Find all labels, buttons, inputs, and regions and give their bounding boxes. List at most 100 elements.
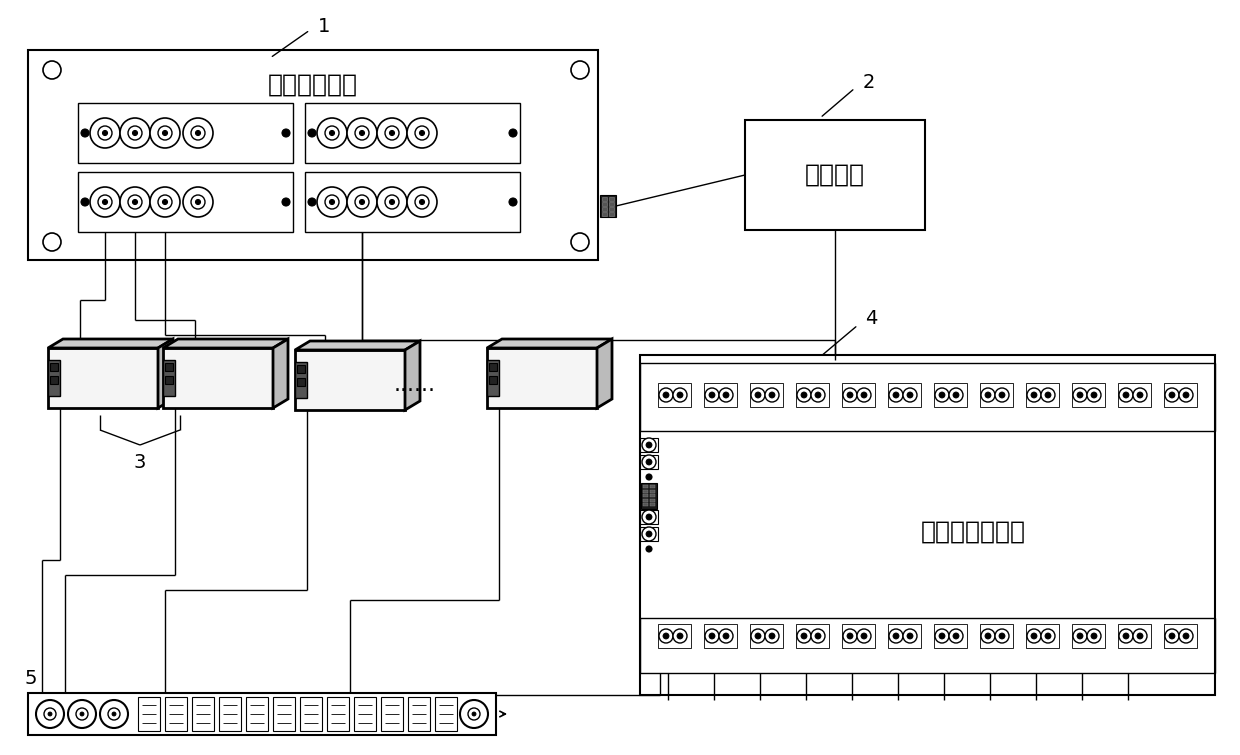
Circle shape bbox=[133, 131, 138, 135]
Circle shape bbox=[347, 187, 377, 217]
Bar bbox=[408, 697, 430, 731]
Circle shape bbox=[1118, 629, 1133, 643]
Circle shape bbox=[1091, 633, 1097, 639]
Circle shape bbox=[1073, 388, 1087, 402]
Bar bbox=[980, 624, 1013, 648]
Bar bbox=[609, 197, 614, 201]
Circle shape bbox=[723, 392, 729, 398]
Bar bbox=[842, 383, 875, 407]
Circle shape bbox=[68, 700, 95, 728]
Bar bbox=[305, 103, 520, 163]
Polygon shape bbox=[273, 339, 288, 408]
Circle shape bbox=[797, 388, 811, 402]
Bar bbox=[29, 50, 598, 260]
Circle shape bbox=[642, 438, 656, 452]
Circle shape bbox=[1183, 633, 1189, 639]
Bar bbox=[78, 103, 293, 163]
Circle shape bbox=[91, 187, 120, 217]
Circle shape bbox=[663, 633, 670, 639]
Circle shape bbox=[1169, 392, 1176, 398]
Circle shape bbox=[360, 131, 365, 135]
Bar bbox=[381, 697, 403, 731]
Circle shape bbox=[1030, 633, 1037, 639]
Circle shape bbox=[1133, 388, 1147, 402]
Circle shape bbox=[663, 392, 670, 398]
Bar bbox=[165, 697, 187, 731]
Circle shape bbox=[893, 392, 899, 398]
Circle shape bbox=[1045, 392, 1052, 398]
Bar bbox=[644, 494, 649, 497]
Circle shape bbox=[801, 633, 807, 639]
Bar bbox=[640, 527, 658, 541]
Circle shape bbox=[1042, 629, 1055, 643]
Bar bbox=[641, 483, 657, 509]
Circle shape bbox=[191, 195, 205, 209]
Circle shape bbox=[508, 198, 517, 206]
Circle shape bbox=[765, 629, 779, 643]
Circle shape bbox=[377, 187, 407, 217]
Circle shape bbox=[954, 392, 959, 398]
Circle shape bbox=[355, 126, 370, 140]
Bar bbox=[750, 383, 782, 407]
Bar bbox=[487, 348, 596, 408]
Circle shape bbox=[419, 199, 424, 205]
Circle shape bbox=[939, 633, 945, 639]
Circle shape bbox=[1045, 633, 1052, 639]
Polygon shape bbox=[487, 339, 613, 348]
Circle shape bbox=[646, 474, 652, 480]
Circle shape bbox=[981, 388, 994, 402]
Bar bbox=[29, 693, 496, 735]
Bar bbox=[305, 172, 520, 232]
Circle shape bbox=[769, 633, 775, 639]
Circle shape bbox=[893, 633, 899, 639]
Circle shape bbox=[325, 195, 339, 209]
Bar bbox=[650, 485, 655, 488]
Bar bbox=[1025, 383, 1059, 407]
Circle shape bbox=[48, 712, 52, 716]
Circle shape bbox=[162, 199, 167, 205]
Circle shape bbox=[347, 118, 377, 148]
Circle shape bbox=[1027, 629, 1042, 643]
Circle shape bbox=[36, 700, 64, 728]
Bar bbox=[50, 376, 58, 384]
Circle shape bbox=[847, 633, 853, 639]
Circle shape bbox=[308, 198, 316, 206]
Bar bbox=[298, 378, 305, 387]
Bar bbox=[192, 697, 215, 731]
Polygon shape bbox=[596, 339, 613, 408]
Circle shape bbox=[128, 126, 143, 140]
Text: 5: 5 bbox=[25, 669, 37, 688]
Circle shape bbox=[81, 198, 89, 206]
Text: 控制单元: 控制单元 bbox=[805, 163, 866, 187]
Bar bbox=[658, 383, 691, 407]
Circle shape bbox=[1166, 388, 1179, 402]
Circle shape bbox=[646, 514, 652, 520]
Circle shape bbox=[150, 118, 180, 148]
Circle shape bbox=[389, 199, 394, 205]
Circle shape bbox=[999, 633, 1004, 639]
Circle shape bbox=[415, 126, 429, 140]
Circle shape bbox=[508, 129, 517, 137]
Circle shape bbox=[709, 633, 715, 639]
Bar bbox=[298, 365, 305, 373]
Circle shape bbox=[1118, 388, 1133, 402]
Circle shape bbox=[103, 199, 108, 205]
Circle shape bbox=[719, 388, 733, 402]
Circle shape bbox=[1123, 633, 1128, 639]
Bar bbox=[640, 438, 658, 452]
Circle shape bbox=[1087, 629, 1101, 643]
Circle shape bbox=[843, 388, 857, 402]
Circle shape bbox=[317, 118, 347, 148]
Bar bbox=[295, 362, 308, 398]
Circle shape bbox=[642, 527, 656, 541]
Bar bbox=[640, 455, 658, 469]
Circle shape bbox=[360, 199, 365, 205]
Circle shape bbox=[1169, 633, 1176, 639]
Bar bbox=[162, 348, 273, 408]
Circle shape bbox=[751, 388, 765, 402]
Circle shape bbox=[906, 392, 913, 398]
Circle shape bbox=[981, 629, 994, 643]
Circle shape bbox=[419, 131, 424, 135]
Circle shape bbox=[103, 131, 108, 135]
Circle shape bbox=[949, 629, 963, 643]
